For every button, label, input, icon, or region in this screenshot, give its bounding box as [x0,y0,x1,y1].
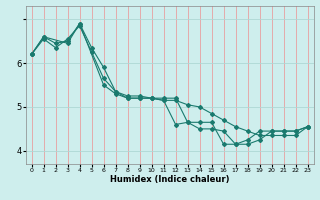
X-axis label: Humidex (Indice chaleur): Humidex (Indice chaleur) [110,175,229,184]
